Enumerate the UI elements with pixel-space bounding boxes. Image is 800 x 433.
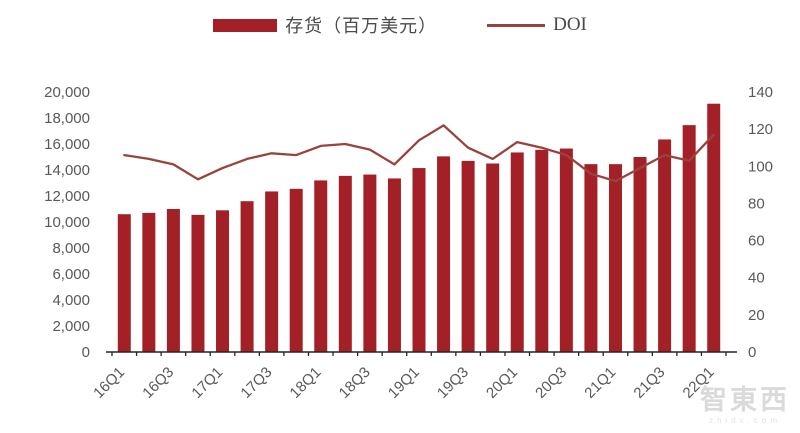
bar-16Q3: [166, 209, 180, 352]
left-axis-label: 16,000: [44, 136, 90, 153]
bar-22Q1: [707, 103, 721, 352]
inventory-bar-swatch-icon: [213, 18, 278, 32]
left-axis-label: 20,000: [44, 84, 90, 101]
left-axis-label: 12,000: [44, 188, 90, 205]
bar-16Q2: [142, 212, 156, 352]
x-axis-label-18Q1: 18Q1: [287, 364, 325, 402]
left-axis-label: 2,000: [52, 318, 90, 335]
right-axis-label: 0: [748, 344, 756, 361]
x-axis-label-17Q3: 17Q3: [237, 364, 275, 402]
bar-18Q3: [363, 174, 377, 352]
left-axis-label: 14,000: [44, 162, 90, 179]
bar-19Q2: [437, 156, 451, 352]
legend-doi-label: DOI: [553, 14, 587, 35]
bar-20Q4: [584, 164, 598, 352]
x-axis-label-21Q3: 21Q3: [630, 364, 668, 402]
x-axis-label-19Q1: 19Q1: [385, 364, 423, 402]
bar-19Q4: [486, 163, 500, 352]
bar-21Q1: [608, 164, 622, 352]
doi-line-swatch-icon: [487, 23, 546, 27]
x-axis-label-19Q3: 19Q3: [434, 364, 472, 402]
right-axis-label: 80: [748, 195, 765, 212]
left-axis-label: 18,000: [44, 110, 90, 127]
bar-18Q1: [314, 180, 328, 352]
x-axis-label-16Q3: 16Q3: [139, 364, 177, 402]
x-axis-label-21Q1: 21Q1: [581, 364, 619, 402]
right-axis-label: 20: [748, 307, 765, 324]
bar-17Q3: [265, 191, 279, 352]
bar-21Q4: [682, 125, 696, 353]
legend-item-inventory: 存货（百万美元）: [213, 12, 437, 38]
bar-18Q4: [387, 178, 401, 352]
x-axis-label-16Q1: 16Q1: [90, 364, 128, 402]
x-axis-label-22Q1: 22Q1: [680, 364, 718, 402]
left-axis-label: 6,000: [52, 266, 90, 283]
bar-16Q1: [117, 214, 131, 352]
bar-20Q1: [510, 152, 524, 352]
left-axis-label: 0: [82, 344, 90, 361]
bar-17Q1: [216, 210, 230, 352]
x-axis-label-18Q3: 18Q3: [336, 364, 374, 402]
x-axis-label-20Q3: 20Q3: [532, 364, 570, 402]
doi-line: [123, 124, 715, 183]
left-axis-label: 8,000: [52, 240, 90, 257]
bar-19Q1: [412, 168, 426, 352]
left-axis-label: 10,000: [44, 214, 90, 231]
bar-16Q4: [191, 214, 205, 352]
chart-legend: 存货（百万美元） DOI: [0, 12, 800, 38]
bar-20Q2: [535, 149, 549, 352]
bar-17Q4: [289, 188, 303, 352]
bar-20Q3: [559, 148, 573, 352]
right-axis-label: 60: [748, 233, 765, 250]
bar-21Q3: [658, 139, 672, 352]
left-axis-label: 4,000: [52, 292, 90, 309]
bar-18Q2: [338, 175, 352, 352]
x-axis-label-17Q1: 17Q1: [188, 364, 226, 402]
right-axis-label: 100: [748, 158, 773, 175]
x-axis-label-20Q1: 20Q1: [483, 364, 521, 402]
legend-item-doi: DOI: [487, 14, 587, 36]
right-axis-label: 120: [748, 121, 773, 138]
right-axis-label: 40: [748, 270, 765, 287]
legend-inventory-label: 存货（百万美元）: [285, 16, 438, 36]
bar-21Q2: [633, 157, 647, 352]
right-axis-label: 140: [748, 84, 773, 101]
bar-17Q2: [240, 201, 254, 352]
bar-19Q3: [461, 160, 475, 352]
